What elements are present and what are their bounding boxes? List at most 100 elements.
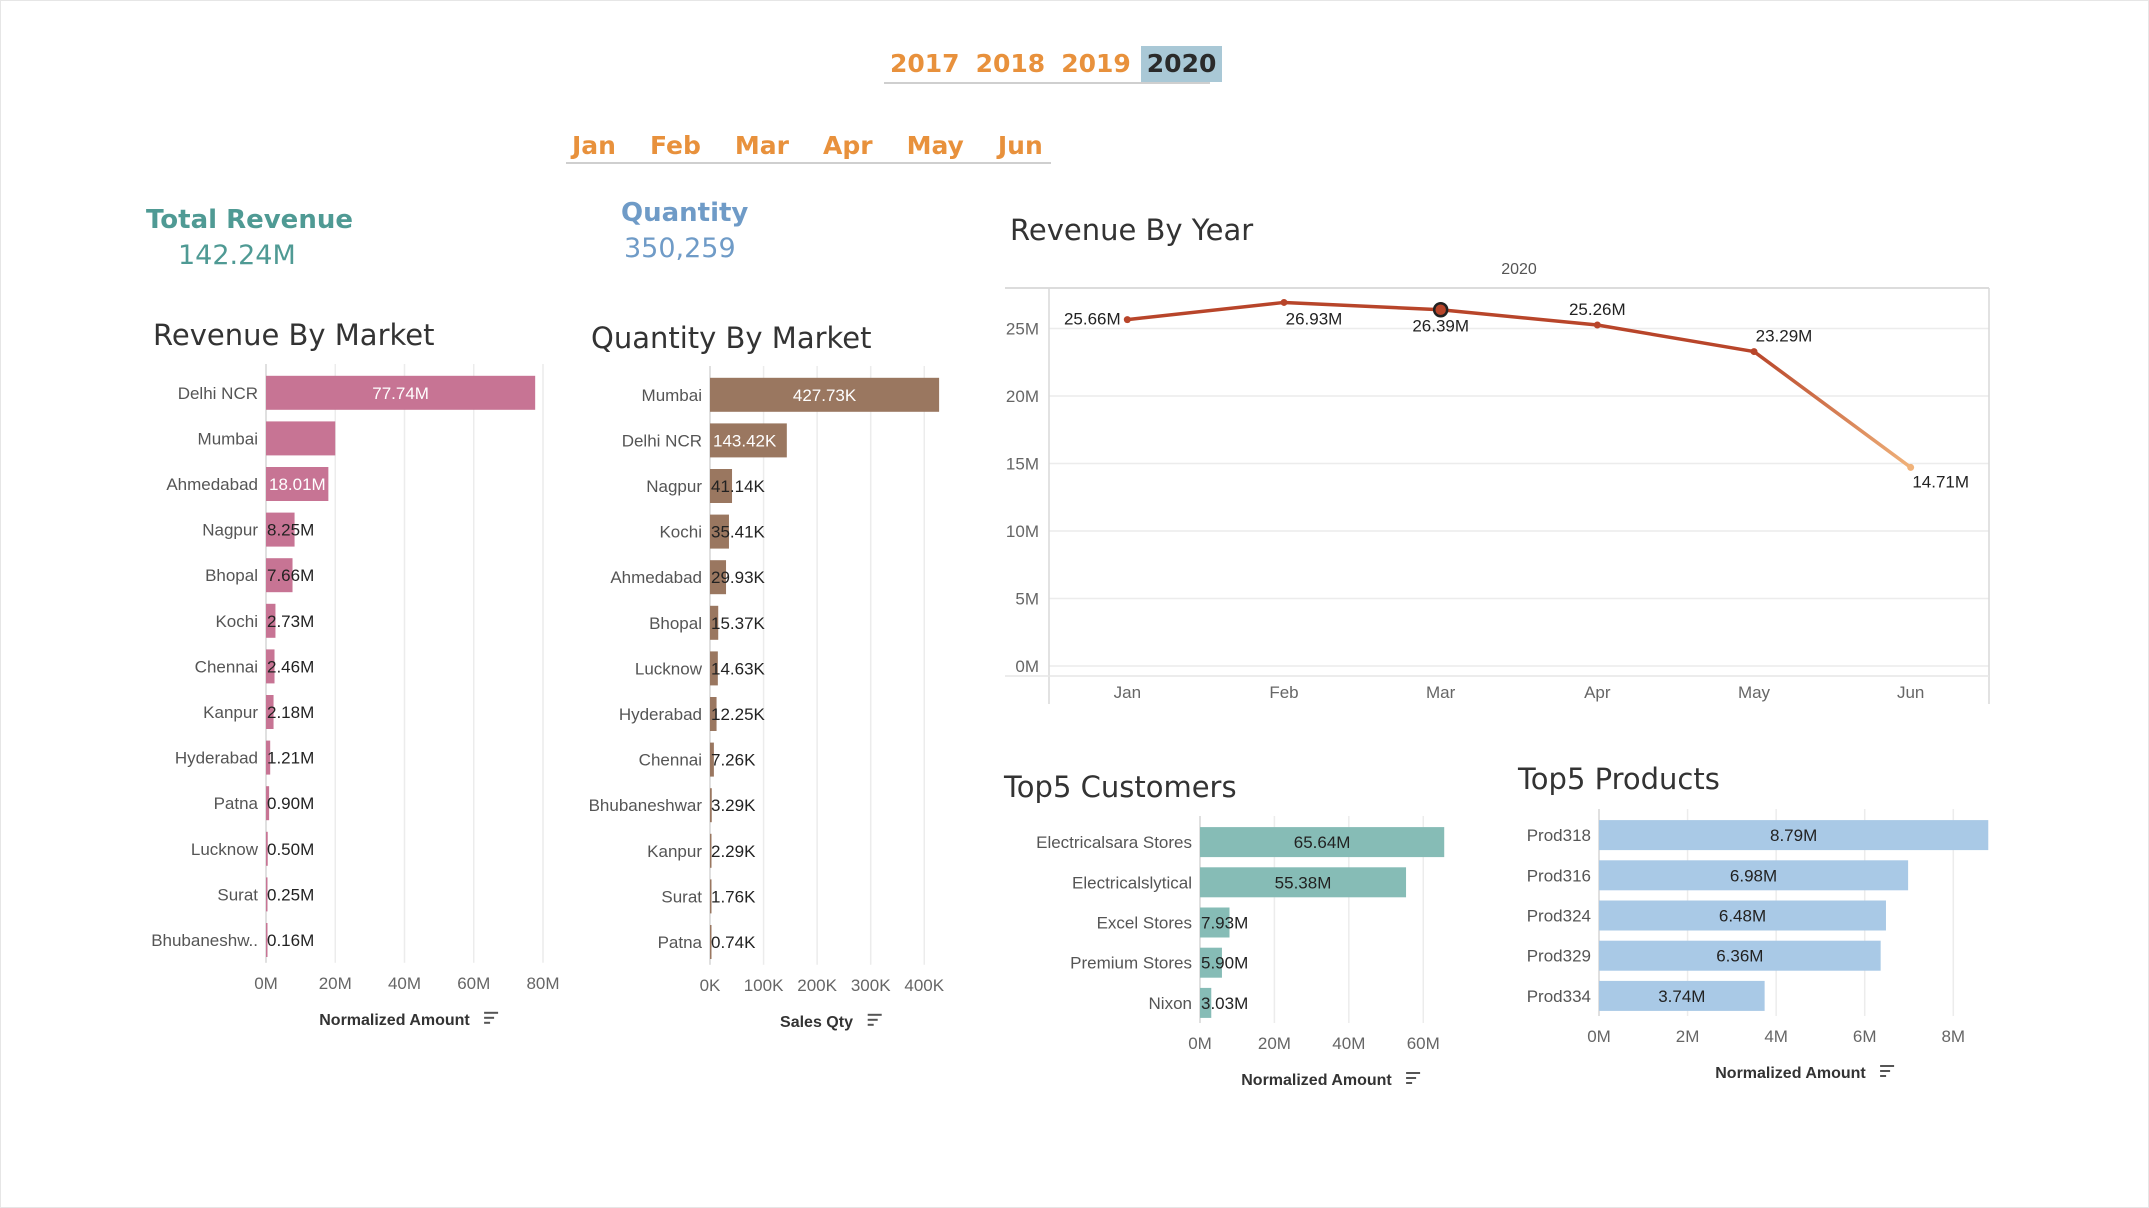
revenue-by-market-bar: [266, 421, 336, 456]
quantity-by-market-category-label: Kanpur: [647, 842, 702, 861]
revenue-by-market-category-label: Patna: [214, 794, 259, 813]
revenue-by-year-data-label: 23.29M: [1756, 327, 1813, 346]
top5-customers-data-label: 55.38M: [1275, 873, 1332, 892]
top5-products-x-tick-label: 0M: [1587, 1027, 1611, 1046]
quantity-label: Quantity: [621, 198, 749, 228]
top5-products-data-label: 6.48M: [1719, 907, 1766, 926]
revenue-by-market-data-label: 2.73M: [267, 612, 314, 631]
year-filter-item-2017[interactable]: 2017: [890, 49, 960, 78]
top5-customers-bar: [1200, 987, 1212, 1018]
quantity-by-market-category-label: Patna: [658, 933, 703, 952]
quantity-by-market-bar: [710, 879, 712, 914]
revenue-by-market-data-label: 2.18M: [267, 703, 314, 722]
quantity-by-market-x-tick-label: 0K: [700, 976, 721, 995]
revenue-by-year-y-tick-label: 15M: [1006, 455, 1039, 474]
top5-products-x-tick-label: 6M: [1853, 1027, 1877, 1046]
top5-customers-sort-icon: [1406, 1082, 1413, 1084]
quantity-by-market-data-label: 427.73K: [793, 386, 857, 405]
quantity-by-market-data-label: 143.42K: [713, 431, 777, 450]
quantity-by-market-x-tick-label: 200K: [797, 976, 837, 995]
top5-products-x-axis-label: Normalized Amount: [1715, 1065, 1866, 1082]
top5-products-bar: [1599, 940, 1881, 971]
revenue-by-market-sort-icon: [484, 1016, 495, 1019]
top5-products-x-tick-label: 2M: [1676, 1027, 1700, 1046]
revenue-by-market-category-label: Chennai: [195, 657, 258, 676]
month-filter-item-may[interactable]: May: [906, 131, 964, 160]
quantity-by-market-category-label: Hyderabad: [619, 705, 702, 724]
revenue-by-market-category-label: Delhi NCR: [178, 384, 258, 403]
revenue-by-year-y-tick-label: 5M: [1015, 590, 1039, 609]
quantity-by-market-data-label: 12.25K: [711, 705, 766, 724]
revenue-by-market-category-label: Lucknow: [191, 840, 259, 859]
top5-customers-bar: [1200, 947, 1222, 978]
quantity-by-market-category-label: Surat: [661, 887, 702, 906]
revenue-by-market-data-label: 0.16M: [267, 931, 314, 950]
year-filter-item-2020[interactable]: 2020: [1140, 46, 1223, 82]
quantity-by-market-category-label: Chennai: [639, 751, 702, 770]
quantity-by-market-data-label: 7.26K: [711, 751, 756, 770]
revenue-by-market-data-label: 18.01M: [269, 475, 326, 494]
revenue-by-market-bar: [266, 375, 536, 410]
top5-products-sort-icon: [1880, 1065, 1895, 1067]
revenue-by-market-data-label: 1.21M: [267, 749, 314, 768]
revenue-by-market-sort-icon: [484, 1021, 491, 1024]
quantity-by-market-category-label: Bhopal: [649, 614, 702, 633]
revenue-by-market-bar: [266, 923, 268, 957]
revenue-by-year-line-segment: [1282, 300, 1443, 312]
revenue-by-market-category-label: Ahmedabad: [166, 475, 258, 494]
revenue-by-market-bar: [266, 786, 270, 821]
revenue-by-market-bar: [266, 877, 268, 912]
year-filter-item-2018[interactable]: 2018: [975, 49, 1046, 78]
revenue-by-year-point: [1750, 348, 1758, 356]
month-filter-item-mar[interactable]: Mar: [734, 131, 789, 160]
quantity-by-market-bar: [710, 742, 714, 777]
quantity-by-market-data-label: 1.76K: [711, 887, 756, 906]
month-filter-item-jun[interactable]: Jun: [997, 131, 1043, 160]
top5-customers-x-tick-label: 20M: [1258, 1034, 1291, 1053]
month-filter-item-jan[interactable]: Jan: [572, 131, 616, 160]
revenue-by-market-bar: [266, 649, 275, 684]
quantity-by-market-category-label: Ahmedabad: [610, 568, 702, 587]
top5-customers-category-label: Nixon: [1149, 994, 1192, 1013]
top5-products-x-tick-label: 8M: [1941, 1027, 1965, 1046]
revenue-by-year-data-label: 14.71M: [1912, 472, 1969, 491]
revenue-by-market-sort-icon: [484, 1011, 499, 1014]
quantity-by-market-bar: [710, 697, 717, 731]
quantity-by-market-bar: [710, 423, 787, 458]
top5-products-bar: [1599, 860, 1909, 891]
revenue-by-market-category-label: Kochi: [215, 612, 258, 631]
quantity-by-market-data-label: 41.14K: [711, 477, 766, 496]
revenue-by-market-bar: [266, 831, 268, 866]
top5-customers-bar: [1200, 827, 1445, 858]
revenue-by-market-bar: [266, 695, 274, 729]
top5-products-category-label: Prod329: [1527, 947, 1591, 966]
quantity-by-market-x-tick-label: 100K: [744, 976, 784, 995]
total-revenue-value: 142.24M: [178, 240, 296, 271]
revenue-by-year-point: [1280, 298, 1288, 306]
revenue-by-market-x-axis-label: Normalized Amount: [319, 1012, 470, 1029]
revenue-by-market-data-label: 0.50M: [267, 840, 314, 859]
month-filter-underline: [566, 162, 1051, 164]
top5-customers-x-tick-label: 60M: [1407, 1034, 1440, 1053]
revenue-by-market-category-label: Bhopal: [205, 566, 258, 585]
revenue-by-market-bar: [266, 603, 276, 638]
revenue-by-year-line-segment: [1438, 307, 1600, 327]
month-filter-item-apr[interactable]: Apr: [822, 131, 873, 160]
revenue-by-year-x-tick-label: Jan: [1114, 683, 1141, 702]
top5-customers-data-label: 7.93M: [1201, 914, 1248, 933]
quantity-by-market-data-label: 3.29K: [711, 796, 756, 815]
top5-customers-category-label: Electricalsara Stores: [1036, 833, 1192, 852]
top5-customers-sort-icon: [1406, 1077, 1417, 1079]
top5-products-data-label: 8.79M: [1770, 826, 1817, 845]
revenue-by-market-category-label: Hyderabad: [175, 749, 258, 768]
revenue-by-market-title: Revenue By Market: [153, 318, 435, 352]
revenue-by-year-y-tick-label: 25M: [1006, 320, 1039, 339]
revenue-by-market-category-label: Mumbai: [198, 429, 258, 448]
revenue-by-year-y-tick-label: 20M: [1006, 387, 1039, 406]
revenue-by-year-data-label: 26.39M: [1412, 317, 1469, 336]
year-filter-item-2019[interactable]: 2019: [1061, 49, 1131, 78]
month-filter-item-feb[interactable]: Feb: [649, 131, 701, 160]
revenue-by-year-x-tick-label: Apr: [1584, 683, 1611, 702]
revenue-by-market-data-label: 2.46M: [267, 657, 314, 676]
